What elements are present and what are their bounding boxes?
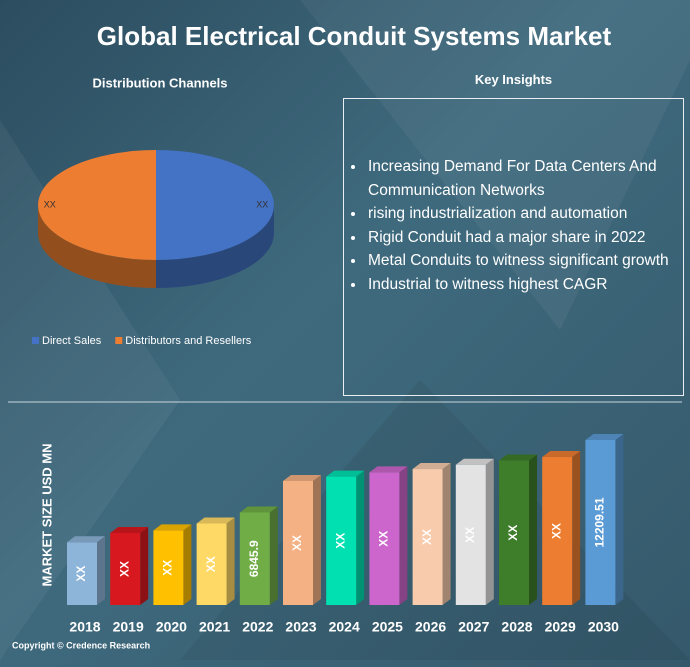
bar-side — [572, 451, 581, 605]
bar — [585, 440, 616, 605]
data-label: XX — [333, 533, 347, 549]
bar-top — [153, 524, 192, 531]
bar-top — [326, 470, 365, 477]
data-label: XX — [74, 566, 88, 582]
data-label: XX — [44, 199, 56, 209]
x-tick-label: 2021 — [199, 619, 230, 635]
legend-label: Distributors and Resellers — [125, 335, 251, 347]
legend-swatch — [115, 337, 123, 344]
insights-box: Increasing Demand For Data Centers And C… — [343, 98, 684, 396]
x-tick-label: 2023 — [285, 619, 316, 635]
bar-side — [485, 458, 494, 605]
x-tick-label: 2022 — [242, 619, 273, 635]
x-tick-label: 2018 — [69, 619, 100, 635]
bar-top — [283, 474, 321, 481]
data-label: XX — [161, 560, 175, 576]
data-label: 6845.9 — [247, 540, 261, 577]
x-tick-label: 2026 — [415, 619, 446, 635]
bar-top — [455, 458, 494, 465]
data-label: XX — [377, 531, 391, 547]
bar-top — [499, 454, 537, 461]
bar-top — [110, 526, 149, 533]
bar — [239, 512, 270, 605]
x-tick-label: 2029 — [545, 619, 576, 635]
bar — [455, 464, 486, 605]
data-label: XX — [463, 527, 477, 543]
bar-top — [67, 536, 105, 543]
bar-top — [542, 451, 581, 458]
bar-side — [140, 526, 149, 605]
x-tick-label: 2027 — [458, 619, 489, 635]
bar-top — [369, 466, 408, 473]
bar — [499, 460, 529, 605]
insight-item: Increasing Demand For Data Centers And C… — [366, 155, 677, 202]
bar-side — [399, 466, 408, 605]
bar — [67, 542, 97, 605]
bar — [412, 469, 443, 605]
pie-side — [156, 205, 274, 288]
data-label: XX — [204, 556, 218, 572]
bg-shape — [0, 120, 180, 660]
copyright: Copyright © Credence Research — [12, 640, 150, 650]
bar-side — [313, 474, 321, 605]
x-tick-label: 2028 — [501, 619, 532, 635]
bar — [110, 532, 141, 605]
bar — [369, 472, 400, 605]
pie-side — [38, 205, 156, 288]
bar-side — [97, 536, 105, 605]
bar — [326, 476, 357, 605]
x-tick-label: 2024 — [329, 619, 360, 635]
bar — [283, 480, 313, 605]
bar-top — [585, 434, 624, 440]
data-label: XX — [256, 199, 268, 209]
data-label: XX — [506, 525, 520, 541]
bar-top — [412, 463, 451, 470]
insight-item: Rigid Conduit had a major share in 2022 — [366, 226, 677, 250]
bar-side — [356, 470, 365, 605]
bar — [196, 523, 227, 605]
x-tick-label: 2019 — [113, 619, 144, 635]
pie-slice — [156, 150, 274, 260]
bg-shape — [300, 0, 690, 330]
insights-title: Key Insights — [474, 72, 553, 87]
bar-top — [239, 506, 278, 513]
bar-side — [615, 434, 624, 605]
bar-side — [183, 524, 192, 605]
bar-side — [442, 463, 451, 605]
insight-item: Industrial to witness highest CAGR — [366, 273, 677, 297]
bar-side — [269, 506, 278, 605]
data-label: XX — [420, 529, 434, 545]
insight-item: Metal Conduits to witness significant gr… — [366, 249, 677, 273]
insights-list: Increasing Demand For Data Centers And C… — [350, 155, 677, 296]
pie-title: Distribution Channels — [92, 75, 227, 90]
x-tick-label: 2025 — [372, 619, 403, 635]
bar — [542, 457, 573, 605]
x-tick-label: 2020 — [156, 619, 187, 635]
pie-slice — [38, 150, 156, 260]
legend-label: Direct Sales — [42, 335, 102, 347]
data-label: XX — [117, 561, 131, 577]
page-title: Global Electrical Conduit Systems Market — [97, 21, 612, 51]
insight-item: rising industrialization and automation — [366, 202, 677, 226]
data-label: XX — [290, 535, 304, 551]
bar — [153, 530, 184, 605]
y-axis-label: MARKET SIZE USD MN — [39, 444, 54, 587]
legend-swatch — [32, 337, 39, 344]
data-label: XX — [549, 523, 563, 539]
x-tick-label: 2030 — [588, 619, 619, 635]
data-label: 12209.51 — [593, 497, 607, 547]
bar-side — [226, 517, 235, 605]
bar-top — [196, 517, 235, 524]
bar-side — [529, 454, 537, 605]
